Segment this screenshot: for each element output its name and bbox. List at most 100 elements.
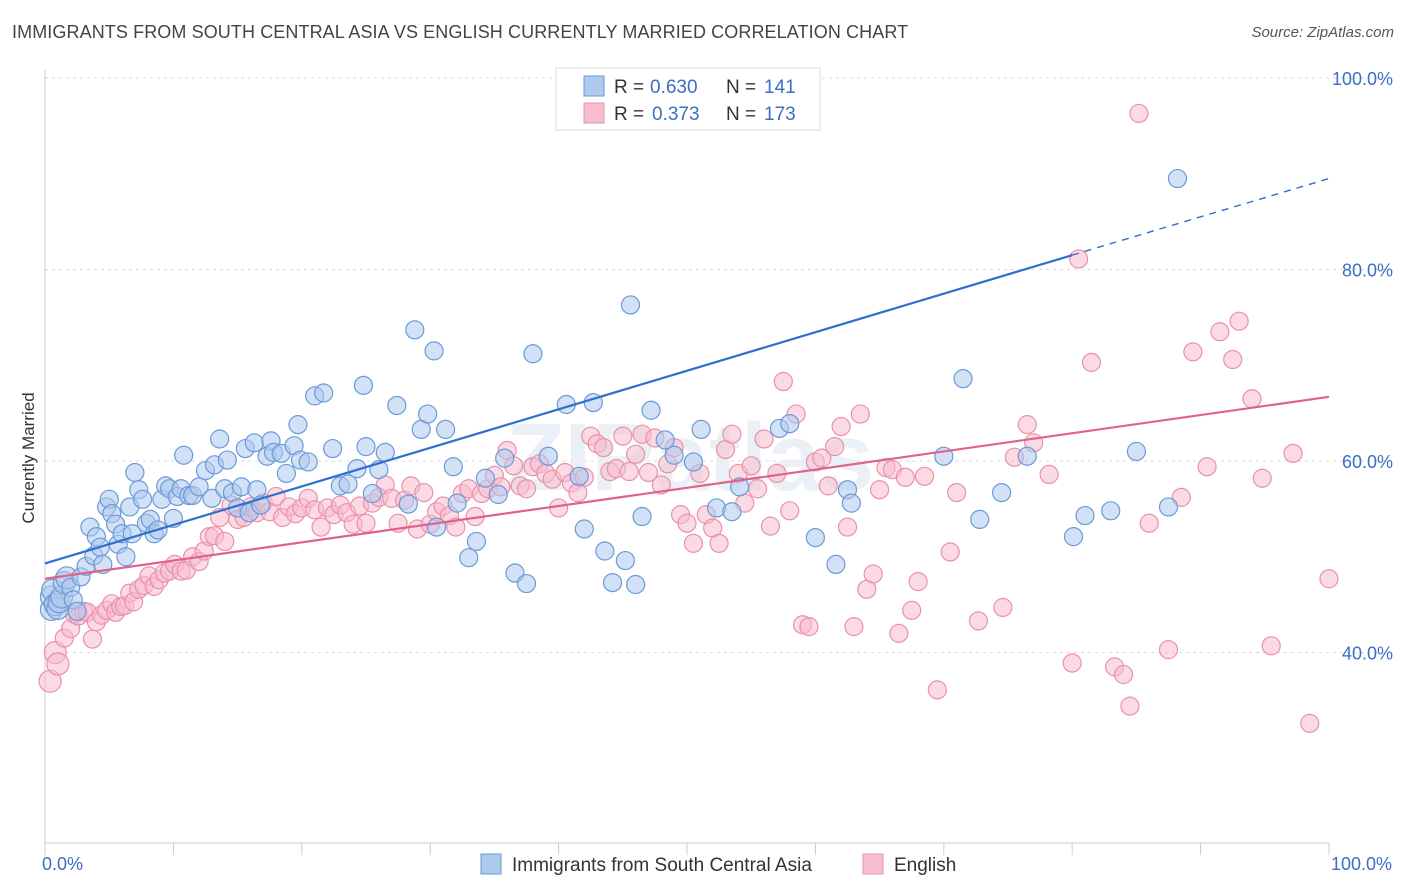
blue-point xyxy=(338,474,358,494)
pink-point xyxy=(1113,664,1134,685)
blue-point xyxy=(1075,505,1095,526)
y-tick-label-100: 100.0% xyxy=(1332,69,1393,89)
pink-point xyxy=(968,611,989,631)
blue-point xyxy=(353,375,374,395)
pink-point xyxy=(1129,103,1149,124)
pink-point xyxy=(741,456,761,476)
pink-point xyxy=(844,617,864,637)
pink-point xyxy=(799,617,819,637)
blue-point xyxy=(67,601,87,621)
axes xyxy=(44,70,1330,855)
pink-point xyxy=(748,479,768,499)
legend-r-value-blue: 0.630 xyxy=(650,77,698,98)
pink-point xyxy=(780,501,800,521)
blue-point xyxy=(276,463,296,484)
blue-point xyxy=(405,320,425,340)
blue-point xyxy=(538,446,558,466)
pink-point xyxy=(215,531,235,552)
blue-point xyxy=(722,502,742,522)
y-axis-label: Currently Married xyxy=(19,392,38,523)
pink-point xyxy=(446,517,466,537)
blue-point xyxy=(691,419,711,440)
pink-point xyxy=(1261,636,1281,656)
blue-point xyxy=(210,429,230,449)
blue-point xyxy=(826,554,846,575)
pink-point xyxy=(1039,464,1059,485)
blue-point xyxy=(841,493,861,513)
legend-r-label-pink: R = xyxy=(614,104,644,125)
pink-trendline xyxy=(44,395,1330,580)
y-tick-label-40: 40.0% xyxy=(1342,644,1393,664)
trendlines xyxy=(44,177,1330,580)
blue-point xyxy=(288,415,308,435)
pink-point xyxy=(908,572,928,592)
pink-point xyxy=(1183,342,1203,362)
blue-point xyxy=(298,452,318,472)
blue-point xyxy=(244,433,264,453)
pink-point xyxy=(593,437,614,458)
blue-point xyxy=(132,489,153,509)
blue-point xyxy=(459,548,479,568)
blue-point xyxy=(387,395,407,416)
pink-point xyxy=(1223,349,1243,370)
pink-point xyxy=(1229,311,1249,331)
pink-point xyxy=(940,542,960,562)
pink-point xyxy=(869,480,890,500)
legend-n-label-blue: N = xyxy=(726,77,756,98)
pink-point xyxy=(1252,468,1272,488)
legend-n-label-pink: N = xyxy=(726,104,756,125)
y-tick-label-80: 80.0% xyxy=(1342,261,1393,281)
pink-point xyxy=(773,371,793,392)
blue-point xyxy=(641,400,661,420)
pink-point xyxy=(1283,443,1303,463)
bottom-legend: Immigrants from South Central Asia Engli… xyxy=(480,853,956,876)
blue-point xyxy=(418,404,438,424)
blue-point xyxy=(125,462,145,483)
blue-point xyxy=(632,506,652,527)
pink-point xyxy=(414,482,434,503)
bottom-legend-label-blue: Immigrants from South Central Asia xyxy=(512,855,812,876)
blue-point xyxy=(436,419,456,440)
blue-point xyxy=(574,519,594,539)
pink-point xyxy=(356,513,376,533)
pink-point xyxy=(613,426,633,446)
blue-point xyxy=(602,573,623,593)
blue-point xyxy=(1126,441,1147,462)
pink-point xyxy=(1158,640,1179,660)
bottom-legend-swatch-pink xyxy=(862,853,884,875)
pink-point xyxy=(889,623,909,643)
legend-r-value-pink: 0.373 xyxy=(652,104,700,125)
blue-point xyxy=(443,457,463,477)
blue-point xyxy=(1101,501,1121,521)
pink-point xyxy=(863,564,883,584)
x-tick-label-min: 0.0% xyxy=(42,854,83,874)
blue-point xyxy=(174,445,194,465)
blue-point xyxy=(970,509,990,530)
legend-swatch-blue xyxy=(583,75,605,97)
blue-point xyxy=(466,531,487,552)
grid-lines xyxy=(45,77,1390,653)
blue-point xyxy=(217,450,237,470)
pink-point xyxy=(1210,322,1230,342)
blue-point xyxy=(427,517,447,537)
blue-point xyxy=(1063,527,1084,547)
pink-point xyxy=(831,416,851,437)
blue-point xyxy=(447,493,467,513)
pink-point xyxy=(818,476,838,496)
y-tick-label-60: 60.0% xyxy=(1342,452,1393,472)
pink-point xyxy=(850,404,870,424)
blue-point xyxy=(626,574,646,595)
pink-point xyxy=(902,600,922,620)
pink-point xyxy=(812,448,832,468)
pink-point xyxy=(626,444,646,464)
pink-point xyxy=(1242,389,1262,409)
blue-point xyxy=(523,344,543,364)
pink-point xyxy=(638,462,659,483)
pink-point xyxy=(754,429,774,449)
blue-point xyxy=(495,448,515,468)
pink-point xyxy=(895,467,915,487)
legend-box: R = 0.630 N = 141 R = 0.373 N = 173 xyxy=(555,67,821,131)
pink-point xyxy=(677,513,697,533)
pink-point xyxy=(1171,487,1191,507)
blue-point xyxy=(116,547,136,567)
